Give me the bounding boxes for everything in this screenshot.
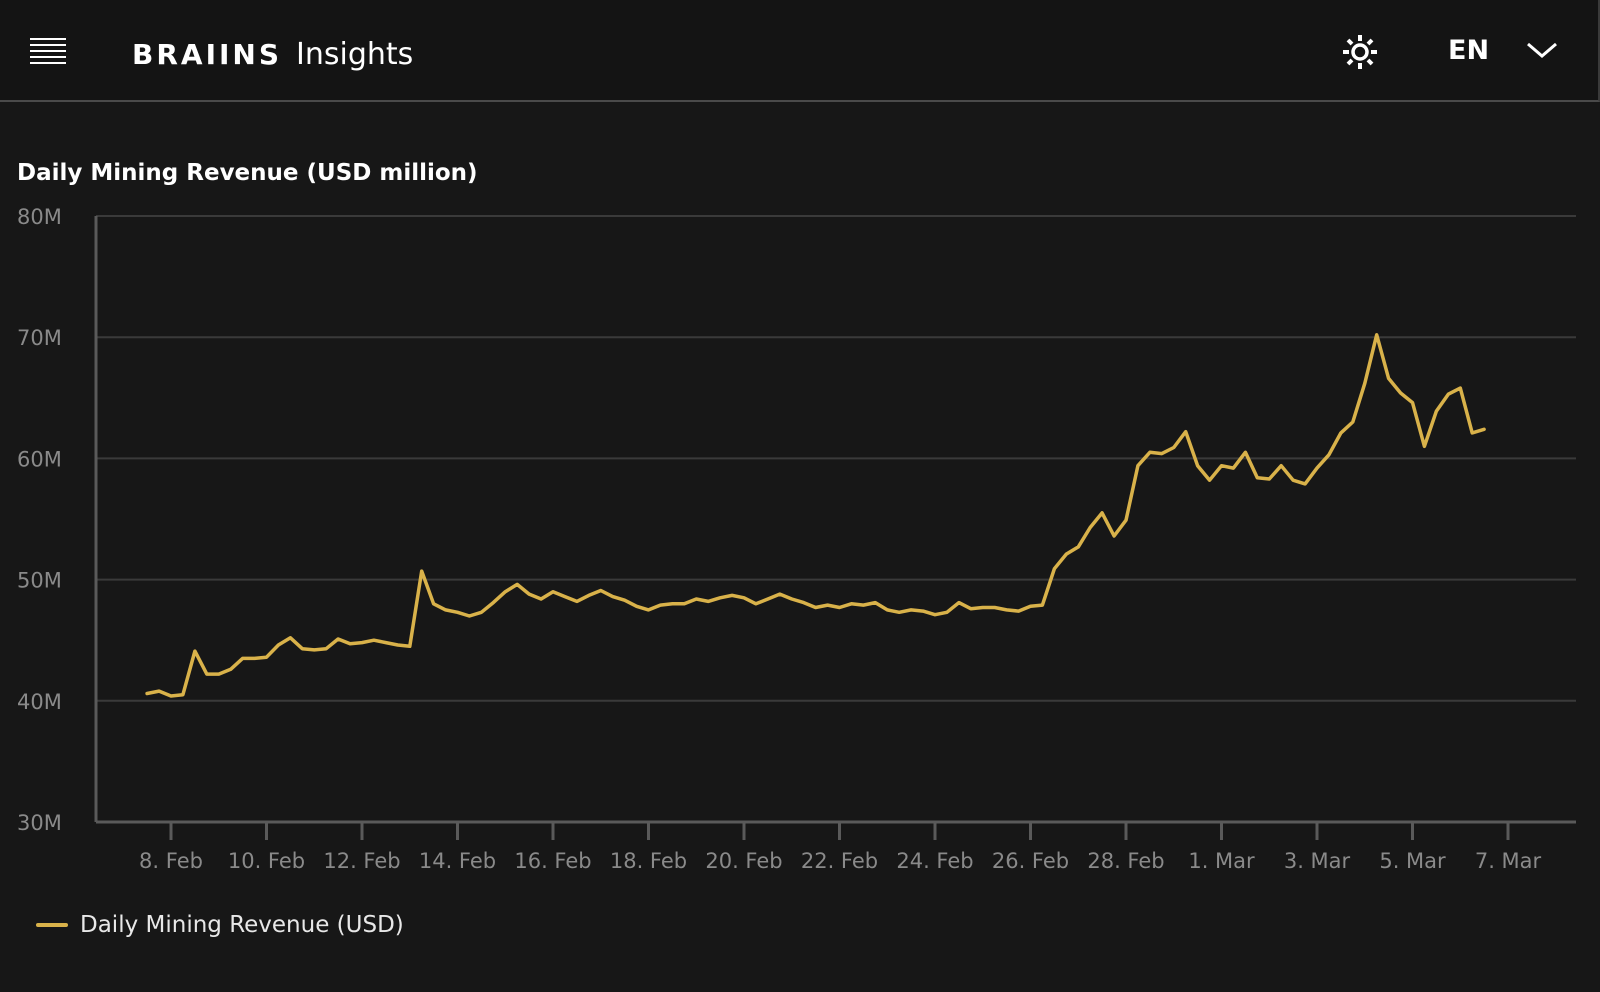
y-tick-label: 40M [17, 690, 62, 714]
chevron-down-icon [1527, 42, 1558, 58]
x-tick-label: 26. Feb [992, 849, 1069, 873]
y-tick-label: 30M [17, 811, 62, 835]
y-axis-ticks: 80M 70M 60M 50M 40M 30M [17, 205, 62, 835]
app-logo[interactable]: BRAIINS Insights [132, 34, 413, 74]
chart-title: Daily Mining Revenue (USD million) [17, 160, 478, 186]
axes [94, 216, 1576, 824]
brand-name: BRAIINS [132, 37, 283, 71]
y-tick-label: 70M [17, 326, 62, 350]
x-tick-label: 8. Feb [139, 849, 203, 873]
x-tick-label: 28. Feb [1087, 849, 1164, 873]
menu-icon[interactable] [28, 34, 68, 68]
language-selector[interactable]: EN [1448, 30, 1559, 70]
y-tick-label: 50M [17, 569, 62, 593]
x-tick-label: 12. Feb [323, 849, 400, 873]
x-tick-label: 7. Mar [1475, 849, 1542, 873]
x-tick-label: 20. Feb [705, 849, 782, 873]
y-tick-label: 60M [17, 447, 62, 471]
x-tick-label: 16. Feb [514, 849, 591, 873]
x-tick-label: 14. Feb [419, 849, 496, 873]
legend-swatch [36, 923, 68, 927]
grid-lines [96, 215, 1576, 702]
language-code: EN [1448, 34, 1490, 66]
x-axis-ticks: 8. Feb 10. Feb 12. Feb 14. Feb 16. Feb 18. Fe… [139, 822, 1542, 873]
product-name: Insights [296, 36, 414, 72]
app-header: BRAIINS Insights EN [0, 0, 1600, 102]
sun-icon[interactable] [1340, 32, 1380, 72]
x-tick-label: 10. Feb [228, 849, 305, 873]
x-tick-label: 18. Feb [610, 849, 687, 873]
series-line[interactable] [145, 333, 1486, 698]
x-tick-label: 1. Mar [1188, 849, 1255, 873]
x-tick-label: 3. Mar [1284, 849, 1351, 873]
legend-label: Daily Mining Revenue (USD) [80, 912, 404, 938]
legend-item[interactable]: Daily Mining Revenue (USD) [36, 912, 404, 938]
x-tick-label: 22. Feb [801, 849, 878, 873]
y-tick-label: 80M [17, 205, 62, 229]
line-chart: 80M 70M 60M 50M 40M 30M 8. Feb 10. Feb 12. Feb 1… [17, 205, 1576, 873]
x-tick-label: 5. Mar [1379, 849, 1446, 873]
x-tick-label: 24. Feb [896, 849, 973, 873]
series-layer [145, 333, 1486, 698]
